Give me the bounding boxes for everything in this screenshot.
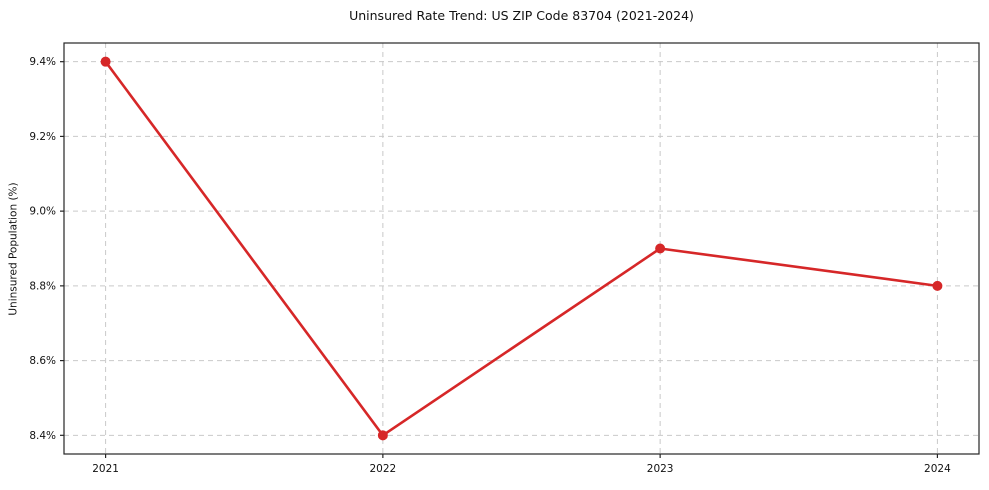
y-tick-label: 9.0%: [29, 206, 56, 218]
data-point: [655, 243, 666, 254]
x-tick-label: 2022: [369, 463, 396, 475]
y-tick-label: 8.4%: [29, 430, 56, 442]
y-tick-label: 8.6%: [29, 355, 56, 367]
plot-border: [63, 42, 980, 455]
x-tick-label: 2024: [924, 463, 951, 475]
data-point: [932, 280, 943, 291]
data-point: [377, 430, 388, 441]
trend-line: [104, 60, 939, 437]
y-tick-label: 9.2%: [29, 131, 56, 143]
x-tick-label: 2021: [92, 463, 119, 475]
data-point: [100, 56, 111, 67]
chart-title: Uninsured Rate Trend: US ZIP Code 83704 …: [349, 8, 694, 23]
y-tick-label: 8.8%: [29, 280, 56, 292]
x-tick-label: 2023: [647, 463, 674, 475]
y-tick-label: 9.4%: [29, 56, 56, 68]
